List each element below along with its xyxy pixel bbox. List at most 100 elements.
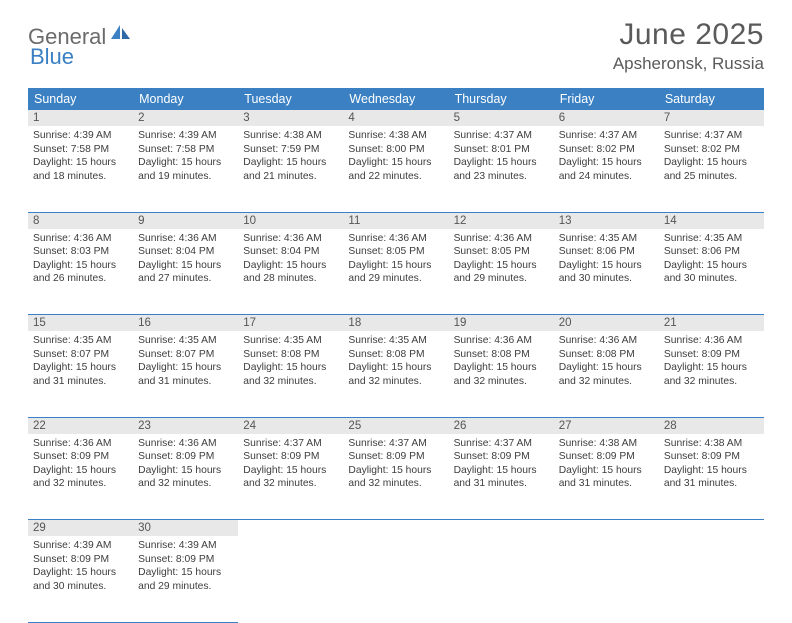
day-content: Sunrise: 4:36 AMSunset: 8:09 PMDaylight:… — [28, 434, 133, 495]
sunrise-line: Sunrise: 4:36 AM — [138, 437, 233, 451]
sunrise-line: Sunrise: 4:37 AM — [664, 129, 759, 143]
day-cell: Sunrise: 4:36 AMSunset: 8:08 PMDaylight:… — [554, 331, 659, 417]
day-content: Sunrise: 4:36 AMSunset: 8:09 PMDaylight:… — [133, 434, 238, 495]
day-number-cell: 30 — [133, 520, 238, 537]
sunset-line: Sunset: 7:58 PM — [138, 143, 233, 157]
sunrise-line: Sunrise: 4:39 AM — [138, 539, 233, 553]
weekday-header: Sunday — [28, 88, 133, 110]
day-number-cell: 28 — [659, 417, 764, 434]
day-content: Sunrise: 4:37 AMSunset: 8:01 PMDaylight:… — [449, 126, 554, 187]
day-number-cell — [554, 520, 659, 537]
sunset-line: Sunset: 8:05 PM — [454, 245, 549, 259]
sunset-line: Sunset: 8:07 PM — [138, 348, 233, 362]
sunset-line: Sunset: 8:09 PM — [454, 450, 549, 464]
daylight-line: Daylight: 15 hours and 31 minutes. — [454, 464, 549, 491]
logo-text-blue: Blue — [30, 44, 74, 69]
sunrise-line: Sunrise: 4:37 AM — [559, 129, 654, 143]
sunset-line: Sunset: 8:06 PM — [559, 245, 654, 259]
day-cell: Sunrise: 4:35 AMSunset: 8:08 PMDaylight:… — [238, 331, 343, 417]
sunrise-line: Sunrise: 4:36 AM — [454, 232, 549, 246]
day-content: Sunrise: 4:37 AMSunset: 8:02 PMDaylight:… — [659, 126, 764, 187]
day-cell — [343, 536, 448, 622]
sunset-line: Sunset: 8:08 PM — [243, 348, 338, 362]
day-number-cell — [659, 520, 764, 537]
sunset-line: Sunset: 7:58 PM — [33, 143, 128, 157]
day-cell: Sunrise: 4:35 AMSunset: 8:06 PMDaylight:… — [659, 229, 764, 315]
day-number-cell — [238, 520, 343, 537]
daylight-line: Daylight: 15 hours and 31 minutes. — [664, 464, 759, 491]
sunset-line: Sunset: 8:09 PM — [33, 553, 128, 567]
sunrise-line: Sunrise: 4:38 AM — [559, 437, 654, 451]
day-number-row: 2930 — [28, 520, 764, 537]
sunrise-line: Sunrise: 4:38 AM — [664, 437, 759, 451]
day-cell: Sunrise: 4:37 AMSunset: 8:02 PMDaylight:… — [554, 126, 659, 212]
day-number-cell: 17 — [238, 315, 343, 332]
day-cell: Sunrise: 4:36 AMSunset: 8:09 PMDaylight:… — [659, 331, 764, 417]
weekday-header: Wednesday — [343, 88, 448, 110]
daylight-line: Daylight: 15 hours and 32 minutes. — [243, 361, 338, 388]
sunset-line: Sunset: 8:09 PM — [559, 450, 654, 464]
day-content: Sunrise: 4:36 AMSunset: 8:04 PMDaylight:… — [238, 229, 343, 290]
sunset-line: Sunset: 8:07 PM — [33, 348, 128, 362]
day-content: Sunrise: 4:38 AMSunset: 7:59 PMDaylight:… — [238, 126, 343, 187]
day-content: Sunrise: 4:36 AMSunset: 8:09 PMDaylight:… — [659, 331, 764, 392]
sunset-line: Sunset: 8:04 PM — [138, 245, 233, 259]
day-cell: Sunrise: 4:36 AMSunset: 8:04 PMDaylight:… — [238, 229, 343, 315]
sunrise-line: Sunrise: 4:38 AM — [348, 129, 443, 143]
sunrise-line: Sunrise: 4:37 AM — [454, 437, 549, 451]
sunrise-line: Sunrise: 4:36 AM — [33, 232, 128, 246]
daylight-line: Daylight: 15 hours and 31 minutes. — [33, 361, 128, 388]
day-number-cell: 20 — [554, 315, 659, 332]
sunrise-line: Sunrise: 4:37 AM — [243, 437, 338, 451]
day-content: Sunrise: 4:36 AMSunset: 8:08 PMDaylight:… — [449, 331, 554, 392]
day-number-cell: 13 — [554, 212, 659, 229]
weekday-header: Tuesday — [238, 88, 343, 110]
title-block: June 2025 Apsheronsk, Russia — [613, 18, 764, 74]
day-content: Sunrise: 4:37 AMSunset: 8:09 PMDaylight:… — [449, 434, 554, 495]
daylight-line: Daylight: 15 hours and 32 minutes. — [243, 464, 338, 491]
day-number-cell: 26 — [449, 417, 554, 434]
day-content: Sunrise: 4:36 AMSunset: 8:05 PMDaylight:… — [343, 229, 448, 290]
day-number-cell: 15 — [28, 315, 133, 332]
day-cell: Sunrise: 4:39 AMSunset: 8:09 PMDaylight:… — [133, 536, 238, 622]
day-number-cell: 11 — [343, 212, 448, 229]
daylight-line: Daylight: 15 hours and 30 minutes. — [33, 566, 128, 593]
sunrise-line: Sunrise: 4:35 AM — [138, 334, 233, 348]
day-content: Sunrise: 4:36 AMSunset: 8:05 PMDaylight:… — [449, 229, 554, 290]
day-cell: Sunrise: 4:35 AMSunset: 8:06 PMDaylight:… — [554, 229, 659, 315]
week-row: Sunrise: 4:39 AM Sunset: 8:09 PMDaylight:… — [28, 536, 764, 622]
daylight-line: Daylight: 15 hours and 30 minutes. — [559, 259, 654, 286]
day-cell: Sunrise: 4:36 AMSunset: 8:03 PMDaylight:… — [28, 229, 133, 315]
day-content: Sunrise: 4:37 AMSunset: 8:09 PMDaylight:… — [343, 434, 448, 495]
day-number-row: 22232425262728 — [28, 417, 764, 434]
day-content: Sunrise: 4:37 AMSunset: 8:09 PMDaylight:… — [238, 434, 343, 495]
sunrise-line: Sunrise: 4:35 AM — [243, 334, 338, 348]
sunrise-line: Sunrise: 4:39 AM — [33, 129, 128, 143]
weekday-header-row: Sunday Monday Tuesday Wednesday Thursday… — [28, 88, 764, 110]
day-cell: Sunrise: 4:39 AMSunset: 8:09 PMDaylight:… — [28, 536, 133, 622]
weekday-header: Friday — [554, 88, 659, 110]
day-cell — [238, 536, 343, 622]
day-content: Sunrise: 4:35 AMSunset: 8:06 PMDaylight:… — [659, 229, 764, 290]
sunset-line: Sunset: 8:09 PM — [664, 348, 759, 362]
day-cell: Sunrise: 4:36 AMSunset: 8:09 PMDaylight:… — [28, 434, 133, 520]
day-number-cell: 2 — [133, 110, 238, 126]
day-number-cell: 21 — [659, 315, 764, 332]
weekday-header: Saturday — [659, 88, 764, 110]
daylight-line: Daylight: 15 hours and 32 minutes. — [454, 361, 549, 388]
day-cell: Sunrise: 4:38 AMSunset: 8:00 PMDaylight:… — [343, 126, 448, 212]
day-cell: Sunrise: 4:37 AMSunset: 8:01 PMDaylight:… — [449, 126, 554, 212]
day-content: Sunrise: 4:35 AMSunset: 8:06 PMDaylight:… — [554, 229, 659, 290]
sunrise-line: Sunrise: 4:38 AM — [243, 129, 338, 143]
day-number-cell: 1 — [28, 110, 133, 126]
day-content: Sunrise: 4:36 AMSunset: 8:03 PMDaylight:… — [28, 229, 133, 290]
day-cell: Sunrise: 4:35 AMSunset: 8:07 PMDaylight:… — [133, 331, 238, 417]
day-cell: Sunrise: 4:38 AMSunset: 8:09 PMDaylight:… — [554, 434, 659, 520]
day-content: Sunrise: 4:35 AMSunset: 8:08 PMDaylight:… — [343, 331, 448, 392]
day-number-cell: 23 — [133, 417, 238, 434]
sunrise-line: Sunrise: 4:36 AM — [33, 437, 128, 451]
day-number-cell: 27 — [554, 417, 659, 434]
sunrise-line: Sunrise: 4:35 AM — [664, 232, 759, 246]
sunrise-line: Sunrise: 4:36 AM — [454, 334, 549, 348]
day-content: Sunrise: 4:35 AMSunset: 8:07 PMDaylight:… — [28, 331, 133, 392]
